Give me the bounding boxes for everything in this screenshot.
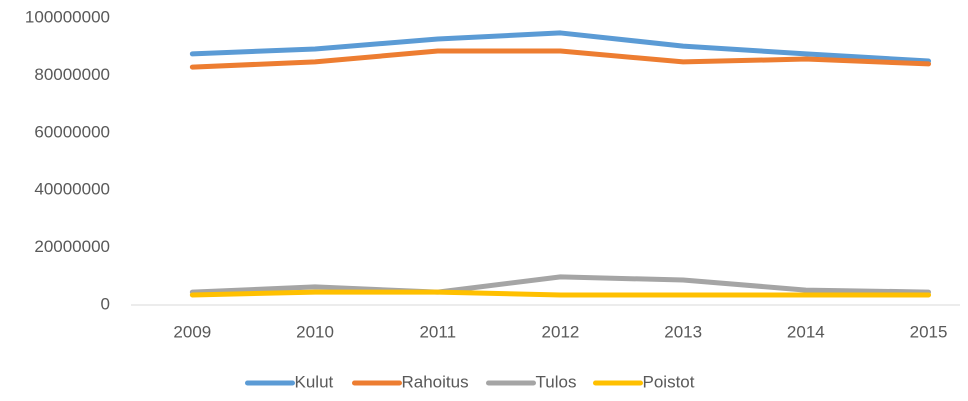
legend-label: Tulos (536, 372, 577, 391)
x-tick-label: 2012 (542, 322, 580, 341)
x-tick-label: 2010 (296, 322, 334, 341)
y-tick-label: 0 (101, 294, 110, 313)
series-line (189, 30, 932, 64)
x-tick-label: 2013 (664, 322, 702, 341)
x-tick-label: 2015 (910, 322, 948, 341)
legend-label: Poistot (643, 372, 695, 391)
series-line (189, 274, 932, 295)
y-tick-label: 20000000 (34, 237, 110, 256)
y-tick-label: 100000000 (25, 7, 110, 26)
y-tick-label: 60000000 (34, 122, 110, 141)
x-tick-label: 2009 (173, 322, 211, 341)
series-line (189, 289, 932, 298)
series-line (189, 48, 932, 70)
y-tick-label: 40000000 (34, 180, 110, 199)
x-tick-label: 2011 (419, 322, 456, 341)
x-tick-label: 2014 (787, 322, 825, 341)
legend-label: Rahoitus (402, 372, 469, 391)
y-tick-label: 80000000 (34, 65, 110, 84)
legend-label: Kulut (295, 372, 334, 391)
